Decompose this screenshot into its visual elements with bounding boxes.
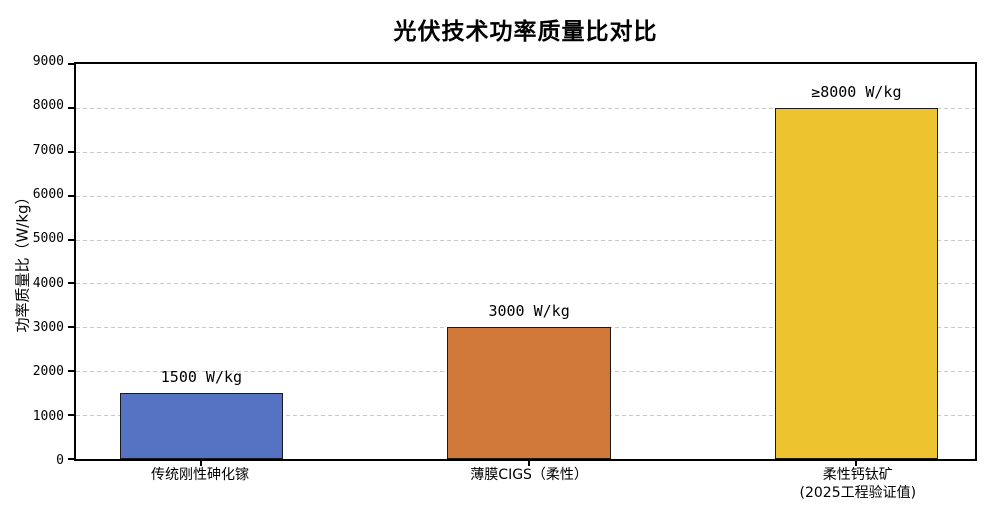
y-tick-label: 4000 [32,275,64,291]
x-tick-label: 柔性钙钛矿 (2025工程验证值) [799,467,917,501]
gridline [76,151,975,153]
y-tick-mark [68,458,74,460]
y-tick-mark [68,414,74,417]
plot-area: 1500 W/kg 3000 W/kg ≥8000 W/kg [68,62,977,466]
y-tick-mark [68,238,74,241]
x-tick-mark [200,461,203,466]
bar [447,327,611,459]
y-tick-label: 2000 [32,364,64,380]
y-tick-label: 1000 [32,408,64,424]
x-tick-label: 薄膜CIGS（柔性） [470,467,588,483]
gridline [76,283,975,285]
y-tick-label: 8000 [32,98,64,114]
gridline [76,195,975,197]
y-tick-mark [68,63,74,65]
y-tick-mark [68,326,74,329]
y-tick-label: 7000 [32,142,64,158]
y-tick-mark [68,106,74,109]
bar [774,107,938,459]
y-tick-mark [68,194,74,197]
bar-value-label: ≥8000 W/kg [811,82,902,101]
y-tick-label: 9000 [32,54,64,69]
gridline [76,107,975,109]
gridline [76,239,975,241]
x-tick-label: 传统刚性砷化镓 [150,467,249,483]
y-tick-label: 0 [56,453,64,468]
chart-title: 光伏技术功率质量比对比 [393,19,658,45]
y-tick-label: 5000 [32,231,64,247]
x-tick-mark [528,461,531,466]
y-tick-mark [68,370,74,373]
x-tick-mark [855,461,858,466]
bar-value-label: 1500 W/kg [160,368,243,387]
y-tick-label: 3000 [32,320,64,336]
bar-value-label: 3000 W/kg [488,302,570,321]
y-tick-label: 6000 [32,187,64,203]
x-tick-labels: 传统刚性砷化镓 薄膜CIGS（柔性） 柔性钙钛矿 (2025工程验证值) [74,467,977,507]
y-tick-mark [68,150,74,153]
bar [119,393,284,459]
y-tick-mark [68,282,74,285]
y-tick-labels: 0 1000 2000 3000 4000 5000 6000 7000 8000 9000 [0,54,64,468]
